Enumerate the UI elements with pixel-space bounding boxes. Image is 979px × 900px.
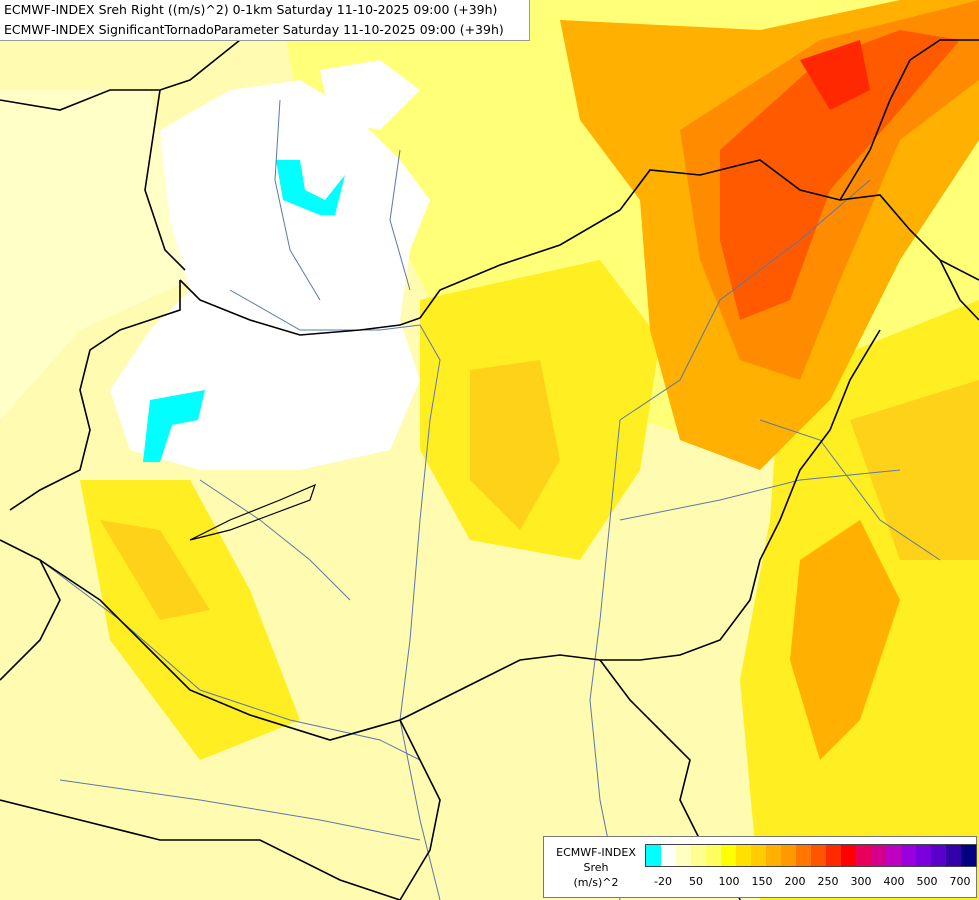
legend-tick-label: 100 xyxy=(718,875,740,888)
legend-tick-label: 250 xyxy=(817,875,839,888)
legend-swatch xyxy=(781,845,796,866)
field-white-north xyxy=(110,80,430,470)
legend-tick-label: 700 xyxy=(949,875,971,888)
river-raba xyxy=(199,479,351,601)
legend-swatch xyxy=(841,845,856,866)
border-slovenia xyxy=(0,539,61,681)
legend-swatch xyxy=(721,845,736,866)
field-orange-east xyxy=(790,520,900,760)
border-slovakia-ukraine xyxy=(839,39,979,201)
legend-swatch xyxy=(916,845,931,866)
field-cyan-west xyxy=(143,390,205,462)
field-gold-center xyxy=(470,360,560,530)
field-pale-west xyxy=(0,90,190,420)
legend-color-scale xyxy=(645,844,977,867)
legend-tick-label: 50 xyxy=(689,875,703,888)
legend-swatch xyxy=(826,845,841,866)
field-cyan-north xyxy=(276,160,345,215)
legend-swatch xyxy=(856,845,871,866)
legend-swatch xyxy=(676,845,691,866)
field-gold-east xyxy=(850,380,979,560)
legend-swatch xyxy=(706,845,721,866)
legend-swatch xyxy=(646,845,661,866)
legend-swatch xyxy=(961,845,976,866)
river-sava xyxy=(59,779,421,841)
legend-tick-label: 300 xyxy=(850,875,872,888)
border-hungary-east xyxy=(399,329,881,721)
legend-swatch xyxy=(736,845,751,866)
border-croatia-serbia xyxy=(399,719,441,900)
legend-tick-label: 500 xyxy=(916,875,938,888)
title-line-stp: ECMWF-INDEX SignificantTornadoParameter … xyxy=(4,22,504,37)
field-white-patch-north xyxy=(320,60,420,130)
legend-title: ECMWF-INDEX Sreh (m/s)^2 xyxy=(550,845,642,890)
border-austria-hungary xyxy=(9,280,181,511)
title-line-sreh: ECMWF-INDEX Sreh Right ((m/s)^2) 0-1km S… xyxy=(4,2,498,17)
legend-source: ECMWF-INDEX xyxy=(556,846,636,859)
legend-tick-label: 150 xyxy=(751,875,773,888)
color-legend: ECMWF-INDEX Sreh (m/s)^2 -20 50 100 150 200 2… xyxy=(543,836,977,898)
border-hungary-north xyxy=(179,159,979,336)
legend-parameter: Sreh xyxy=(583,861,609,874)
field-red-ne xyxy=(800,40,870,110)
legend-swatch xyxy=(946,845,961,866)
river-hron xyxy=(389,149,411,291)
map-title-box: ECMWF-INDEX Sreh Right ((m/s)^2) 0-1km S… xyxy=(0,0,530,41)
legend-swatch xyxy=(901,845,916,866)
legend-tick-label: 200 xyxy=(784,875,806,888)
border-hungary-southwest xyxy=(39,559,401,741)
legend-tick-labels: -20 50 100 150 200 250 300 400 500 700 xyxy=(645,875,975,889)
field-gold-southwest xyxy=(100,520,210,620)
legend-tick-label: 400 xyxy=(883,875,905,888)
legend-swatch xyxy=(886,845,901,866)
legend-swatch xyxy=(871,845,886,866)
border-bosnia xyxy=(0,799,401,900)
river-vah xyxy=(274,99,321,301)
legend-swatch xyxy=(751,845,766,866)
legend-swatch xyxy=(931,845,946,866)
legend-swatch xyxy=(811,845,826,866)
lake-balaton xyxy=(189,483,316,541)
legend-unit: (m/s)^2 xyxy=(573,876,619,889)
legend-swatch xyxy=(691,845,706,866)
legend-swatch xyxy=(661,845,676,866)
river-mures xyxy=(619,469,901,521)
legend-swatch xyxy=(796,845,811,866)
field-red-orange-ne xyxy=(720,30,960,320)
legend-swatch xyxy=(766,845,781,866)
border-romania-north xyxy=(939,259,979,321)
river-east-branch xyxy=(759,419,941,561)
river-drava xyxy=(39,559,421,761)
river-tisza xyxy=(589,179,871,900)
border-czech-slovakia xyxy=(144,89,186,271)
legend-tick-label: -20 xyxy=(654,875,672,888)
